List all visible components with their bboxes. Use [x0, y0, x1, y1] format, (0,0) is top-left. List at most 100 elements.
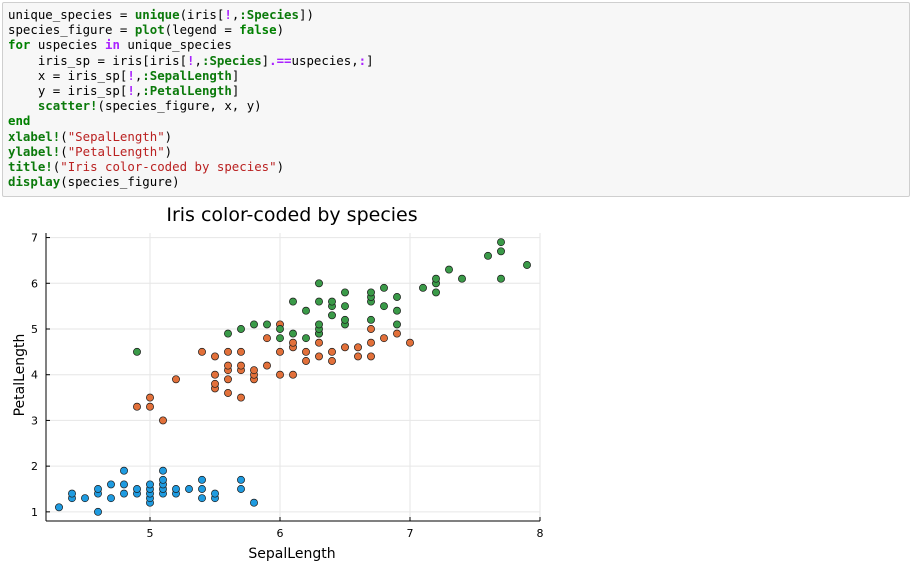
scatter-point — [133, 402, 141, 411]
scatter-point — [211, 352, 219, 361]
scatter-point — [198, 494, 206, 503]
code-line: iris_sp = iris[iris[!,:Species].==uspeci… — [8, 53, 909, 68]
code-token: , — [231, 7, 240, 22]
scatter-point — [315, 338, 323, 347]
code-token: :Species — [239, 7, 299, 22]
code-token: ) — [276, 22, 285, 38]
scatter-point — [55, 503, 63, 512]
y-tick-label: 2 — [31, 460, 38, 473]
scatter-point — [198, 347, 206, 356]
scatter-point — [393, 306, 401, 315]
code-token: ) — [164, 143, 173, 159]
scatter-point — [146, 480, 154, 489]
code-token: ]) — [298, 7, 314, 22]
code-token: ( — [60, 143, 68, 159]
x-tick-label: 7 — [407, 527, 414, 540]
scatter-point — [445, 265, 453, 274]
code-token: unique_species = — [8, 7, 135, 22]
scatter-point — [484, 251, 492, 260]
y-axis-label: PetalLength — [12, 334, 28, 417]
scatter-point — [94, 507, 102, 516]
scatter-point — [107, 494, 115, 503]
scatter-point — [406, 338, 414, 347]
scatter-point — [263, 361, 271, 370]
y-tick-label: 5 — [31, 323, 38, 336]
code-token: xlabel! — [8, 128, 61, 144]
scatter-point — [211, 379, 219, 388]
y-tick-label: 4 — [31, 369, 38, 382]
code-token: .== — [269, 52, 292, 68]
scatter-point — [432, 288, 440, 297]
scatter-point — [367, 352, 375, 361]
grid-lines — [46, 233, 541, 521]
scatter-point — [224, 329, 232, 338]
scatter-point — [172, 485, 180, 493]
scatter-point — [393, 320, 401, 329]
chart-title: Iris color-coded by species — [166, 204, 417, 226]
code-cell[interactable]: unique_species = unique(iris[!,:Species]… — [2, 2, 910, 197]
scatter-point — [237, 475, 245, 484]
scatter-point — [367, 338, 375, 347]
code-token: (species_figure) — [60, 174, 180, 190]
code-token: :PetalLength — [142, 83, 232, 99]
scatter-point — [302, 334, 310, 343]
code-token: ] — [366, 52, 374, 68]
code-line: display(species_figure) — [8, 174, 909, 189]
code-line: end — [8, 113, 909, 128]
code-token: "SepalLength" — [67, 128, 165, 144]
scatter-point — [263, 334, 271, 343]
scatter-point — [276, 325, 284, 333]
scatter-point — [497, 238, 505, 247]
code-token: false — [239, 22, 277, 38]
scatter-point — [146, 393, 154, 402]
axes: 5 6 7 8 1 2 3 4 5 6 7 — [31, 232, 544, 540]
scatter-point — [302, 347, 310, 356]
scatter-point — [328, 347, 336, 356]
code-token: : — [358, 52, 367, 68]
scatter-point — [302, 306, 310, 315]
scatter-point — [393, 293, 401, 301]
scatter-point — [94, 485, 102, 493]
scatter-point — [211, 370, 219, 379]
scatter-point — [380, 302, 388, 311]
scatter-point — [159, 466, 167, 475]
code-token: title! — [8, 159, 53, 175]
scatter-point — [367, 325, 375, 333]
code-token: ! — [187, 52, 195, 68]
scatter-point — [159, 475, 167, 484]
code-token: ! — [127, 83, 135, 99]
code-token: uspecies — [30, 37, 105, 53]
code-token: , — [134, 83, 143, 99]
code-token: (species_figure, x, y) — [97, 98, 262, 114]
code-line: x = iris_sp[!,:SepalLength] — [8, 68, 909, 83]
code-line: title!("Iris color-coded by species") — [8, 159, 909, 174]
code-editor[interactable]: unique_species = unique(iris[!,:Species]… — [8, 7, 909, 189]
code-token: ( — [52, 159, 61, 175]
scatter-point — [276, 370, 284, 379]
code-token: for — [8, 37, 31, 53]
y-tick-label: 3 — [31, 414, 38, 427]
code-token: (iris[ — [179, 7, 225, 22]
code-line: species_figure = plot(legend = false) — [8, 22, 909, 37]
code-line: xlabel!("SepalLength") — [8, 129, 909, 144]
scatter-point — [120, 466, 128, 475]
scatter-point — [341, 315, 349, 324]
y-tick-label: 1 — [31, 506, 38, 519]
x-axis-label: SepalLength — [248, 546, 335, 562]
code-token: ] — [261, 52, 270, 68]
scatter-point — [497, 274, 505, 283]
code-token: species_figure = — [8, 22, 135, 38]
code-line: y = iris_sp[!,:PetalLength] — [8, 83, 909, 98]
code-line: for uspecies in unique_species — [8, 37, 909, 52]
code-token: x = iris_sp[ — [8, 67, 128, 83]
scatter-point — [198, 485, 206, 493]
code-token: unique_species — [119, 37, 232, 53]
code-token: ! — [224, 7, 232, 22]
scatter-point — [237, 325, 245, 333]
y-tick-label: 6 — [31, 277, 38, 290]
scatter-point — [68, 489, 76, 498]
scatter-point — [380, 283, 388, 292]
scatter-point — [133, 347, 141, 356]
x-tick-label: 8 — [537, 527, 544, 540]
scatter-point — [289, 338, 297, 347]
